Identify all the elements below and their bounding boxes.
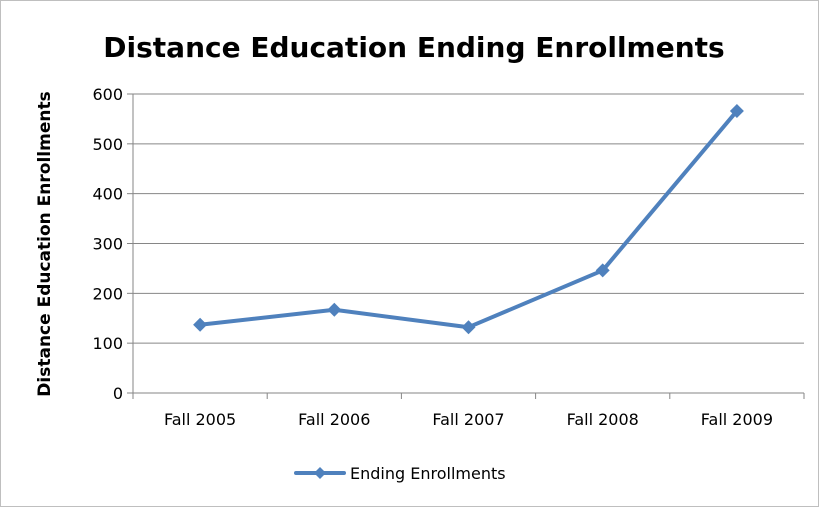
y-tick-label-200: 200	[92, 284, 123, 303]
y-tick-label-300: 300	[92, 235, 123, 254]
gridlines	[133, 93, 804, 344]
x-tick-label-0: Fall 2005	[164, 410, 236, 429]
data-point-0-4	[729, 103, 744, 118]
data-point-0-2	[461, 320, 476, 335]
legend: Ending Enrollments	[294, 464, 506, 483]
chart-title: Distance Education Ending Enrollments	[103, 31, 724, 64]
y-tick-label-500: 500	[92, 135, 123, 154]
legend-marker	[314, 467, 326, 479]
y-tick-label-600: 600	[92, 85, 123, 104]
legend-entry: Ending Enrollments	[350, 464, 506, 483]
data-point-0-1	[327, 302, 342, 317]
y-axis-label: Distance Education Enrollments	[35, 91, 55, 396]
y-tick-label-0: 0	[113, 384, 123, 403]
data-point-0-3	[595, 263, 610, 278]
x-tick-label-3: Fall 2008	[567, 410, 639, 429]
series-layer	[193, 103, 744, 335]
tick-labels: 0 100 200 300 400 500 600 Fall 2005 Fall 2006 Fal…	[92, 85, 773, 429]
data-point-0-0	[193, 317, 208, 332]
y-tick-label-400: 400	[92, 185, 123, 204]
y-tick-label-100: 100	[92, 334, 123, 353]
x-tick-label-1: Fall 2006	[298, 410, 370, 429]
axes	[127, 93, 805, 399]
x-tick-label-4: Fall 2009	[701, 410, 773, 429]
x-tick-label-2: Fall 2007	[432, 410, 504, 429]
